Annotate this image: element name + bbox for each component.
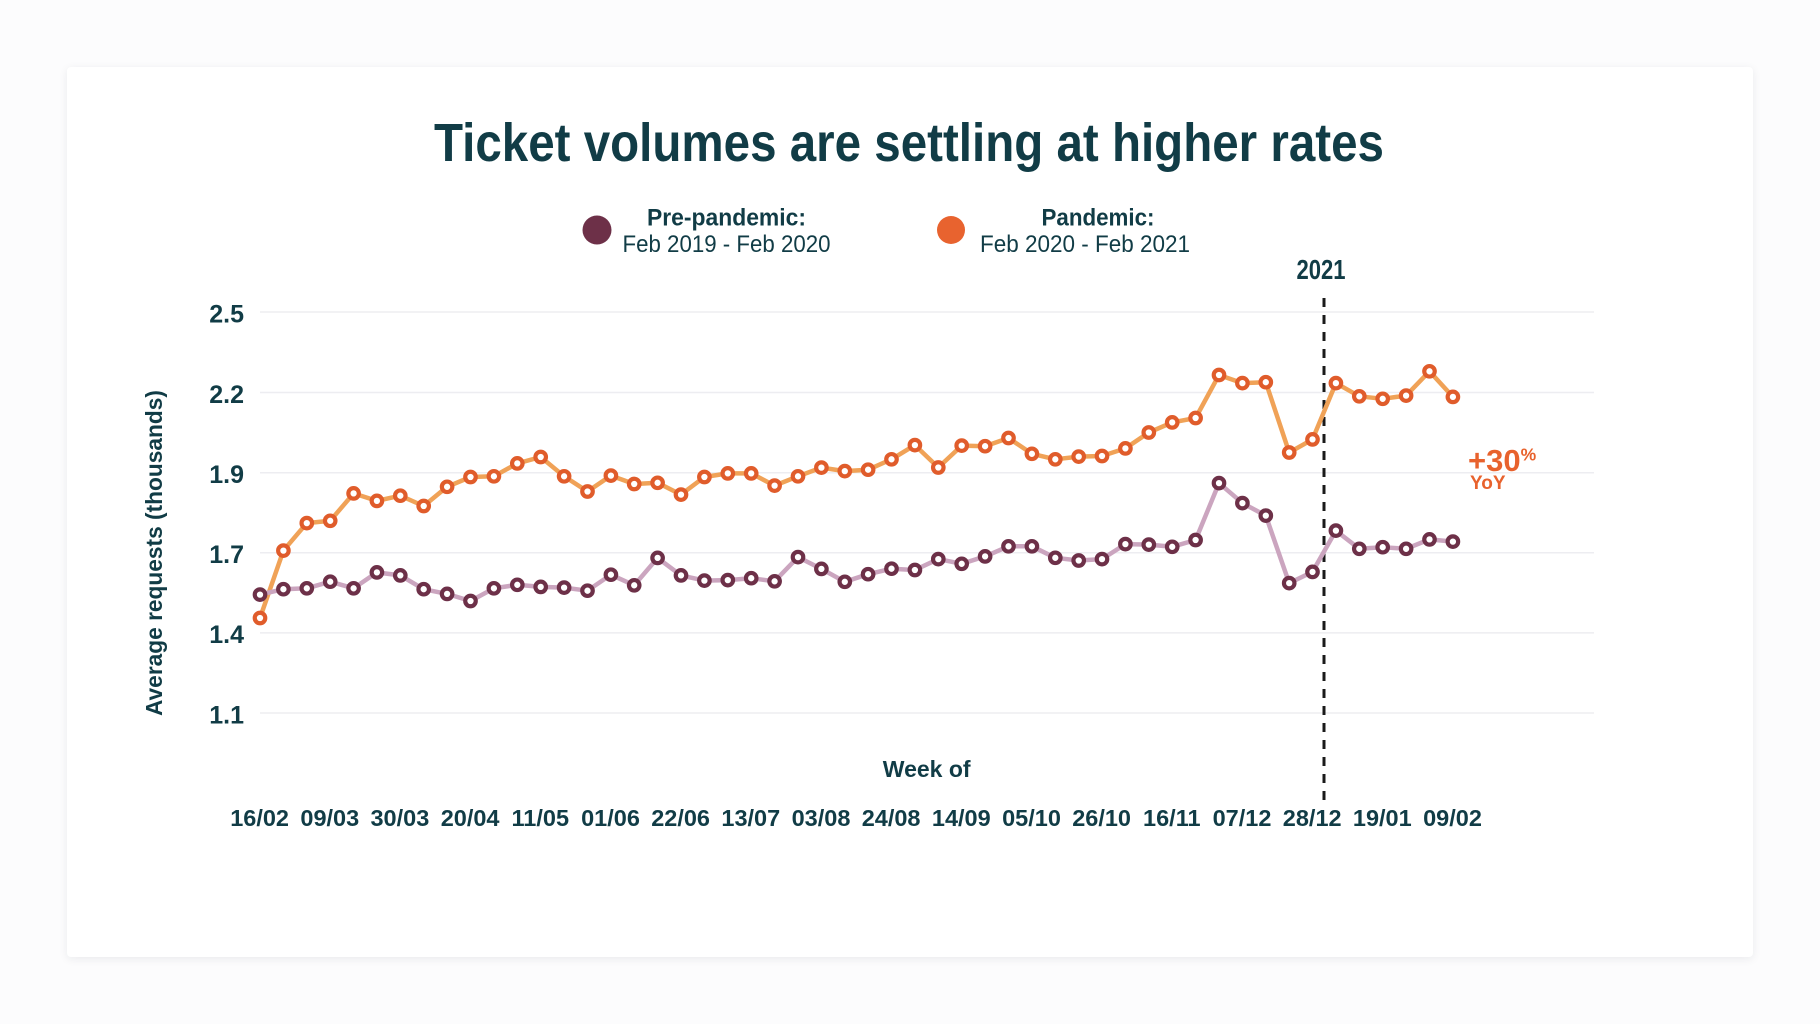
svg-text:24/08: 24/08 <box>862 805 921 831</box>
svg-text:01/06: 01/06 <box>581 805 640 831</box>
svg-text:20/04: 20/04 <box>441 805 500 831</box>
svg-text:2.2: 2.2 <box>209 381 244 409</box>
svg-text:26/10: 26/10 <box>1072 805 1131 831</box>
svg-text:16/11: 16/11 <box>1143 805 1201 831</box>
svg-text:Ticket volumes are settling at: Ticket volumes are settling at higher ra… <box>434 113 1384 173</box>
svg-text:16/02: 16/02 <box>230 805 289 831</box>
svg-text:07/12: 07/12 <box>1213 805 1272 831</box>
svg-text:03/08: 03/08 <box>792 805 851 831</box>
svg-text:11/05: 11/05 <box>512 805 570 831</box>
svg-text:05/10: 05/10 <box>1002 805 1061 831</box>
svg-text:22/06: 22/06 <box>651 805 710 831</box>
svg-text:1.4: 1.4 <box>209 621 244 649</box>
svg-text:1.1: 1.1 <box>209 701 244 729</box>
svg-text:Average requests (thousands): Average requests (thousands) <box>141 390 167 716</box>
svg-text:13/07: 13/07 <box>721 805 780 831</box>
svg-text:Week of: Week of <box>883 756 971 782</box>
svg-text:14/09: 14/09 <box>932 805 991 831</box>
svg-text:Feb 2019 - Feb 2020: Feb 2019 - Feb 2020 <box>623 231 831 258</box>
svg-text:YoY: YoY <box>1470 473 1506 494</box>
svg-text:Feb 2020 - Feb 2021: Feb 2020 - Feb 2021 <box>980 231 1190 258</box>
svg-text:09/02: 09/02 <box>1423 805 1482 831</box>
svg-text:Pre-pandemic:: Pre-pandemic: <box>647 205 806 232</box>
svg-text:2021: 2021 <box>1297 254 1346 285</box>
svg-text:2.5: 2.5 <box>209 300 244 328</box>
svg-text:19/01: 19/01 <box>1353 805 1412 831</box>
svg-text:1.9: 1.9 <box>209 461 244 489</box>
svg-text:Pandemic:: Pandemic: <box>1042 205 1155 232</box>
svg-text:30/03: 30/03 <box>370 805 429 831</box>
svg-text:1.7: 1.7 <box>209 541 244 569</box>
svg-text:09/03: 09/03 <box>300 805 359 831</box>
svg-text:28/12: 28/12 <box>1283 805 1342 831</box>
